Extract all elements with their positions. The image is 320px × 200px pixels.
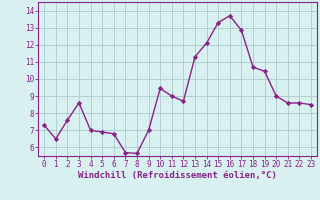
X-axis label: Windchill (Refroidissement éolien,°C): Windchill (Refroidissement éolien,°C): [78, 171, 277, 180]
